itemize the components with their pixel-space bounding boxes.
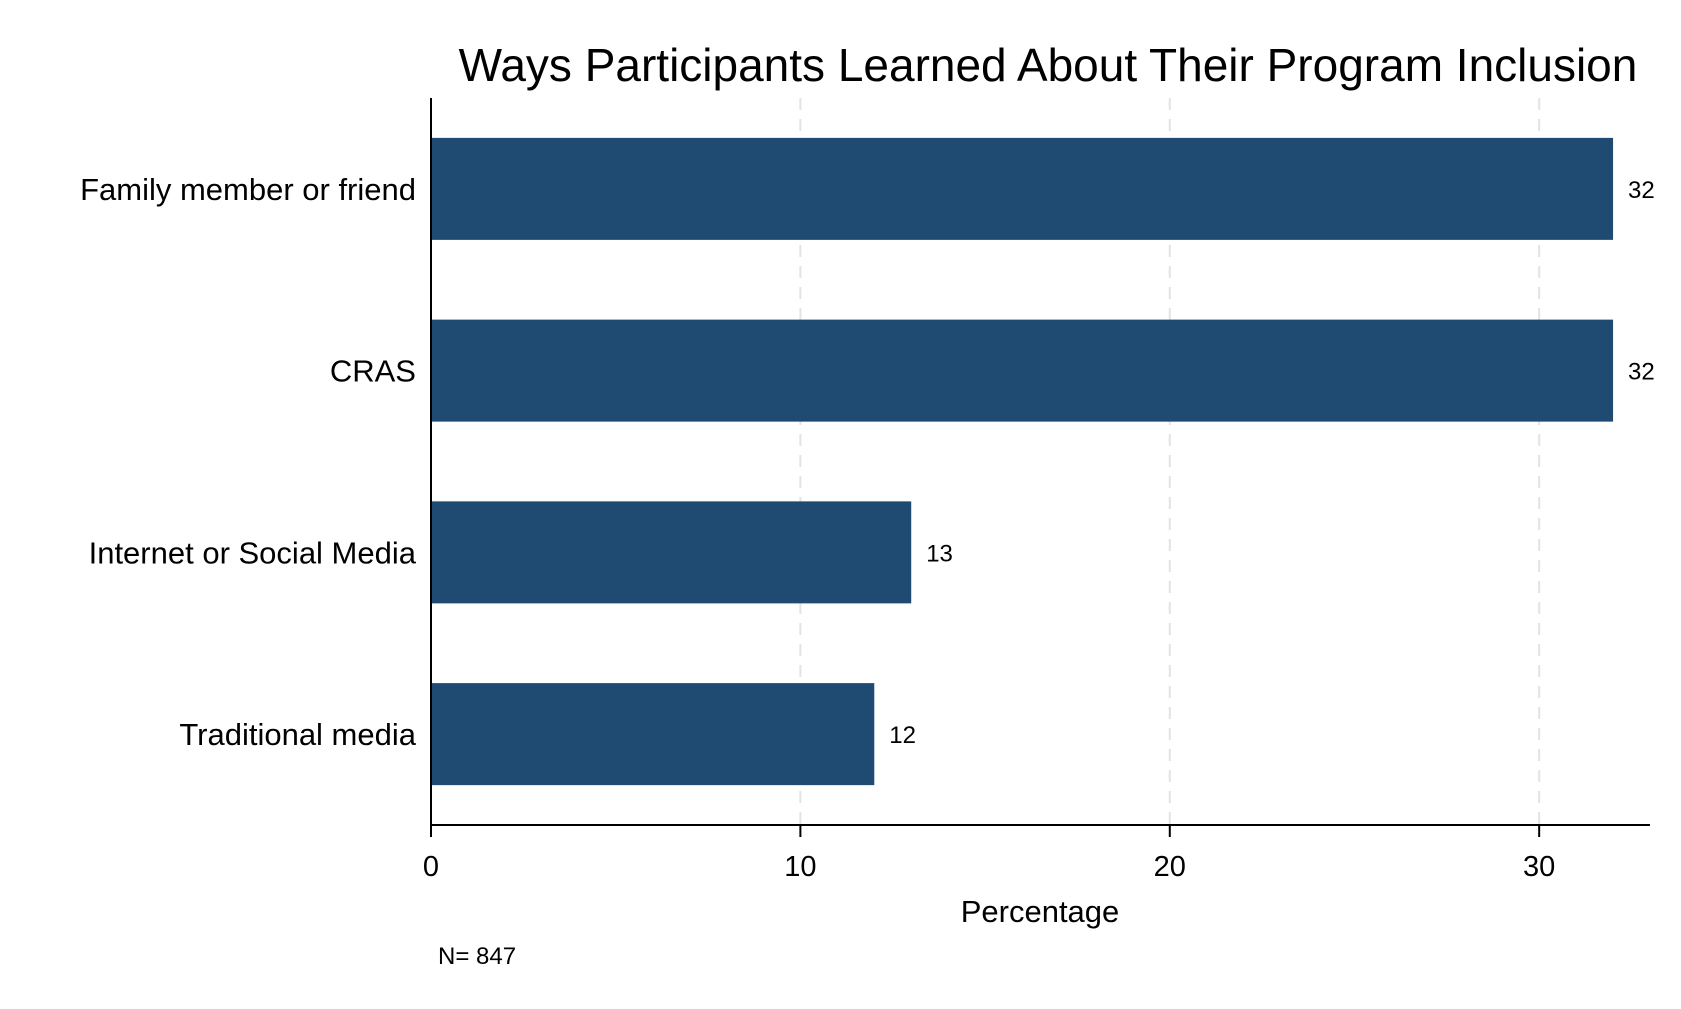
data-label: 32 (1628, 359, 1655, 386)
category-labels: Family member or friend CRAS Internet or S… (80, 172, 417, 752)
gridlines (799, 98, 1541, 825)
data-label: 13 (926, 540, 953, 567)
bar (431, 683, 875, 786)
chart-title: Ways Participants Learned About Their Pr… (459, 39, 1638, 91)
bar (431, 137, 1614, 240)
bar (431, 501, 912, 604)
bar (431, 319, 1614, 422)
category-label: CRAS (330, 354, 416, 389)
category-label: Internet or Social Media (89, 535, 417, 570)
x-axis-title: Percentage (961, 894, 1120, 929)
category-label: Family member or friend (80, 172, 416, 207)
x-tick-label: 30 (1523, 851, 1555, 883)
bars (431, 137, 1614, 786)
sample-size-note: N= 847 (438, 943, 516, 970)
data-label: 12 (889, 722, 916, 749)
x-tick-label: 0 (423, 851, 439, 883)
x-tick-label: 20 (1154, 851, 1186, 883)
x-tick-label: 10 (784, 851, 816, 883)
x-ticks: 0 10 20 30 (423, 825, 1555, 883)
data-labels: 32 32 13 12 (889, 177, 1654, 749)
data-label: 32 (1628, 177, 1655, 204)
category-label: Traditional media (179, 717, 416, 752)
